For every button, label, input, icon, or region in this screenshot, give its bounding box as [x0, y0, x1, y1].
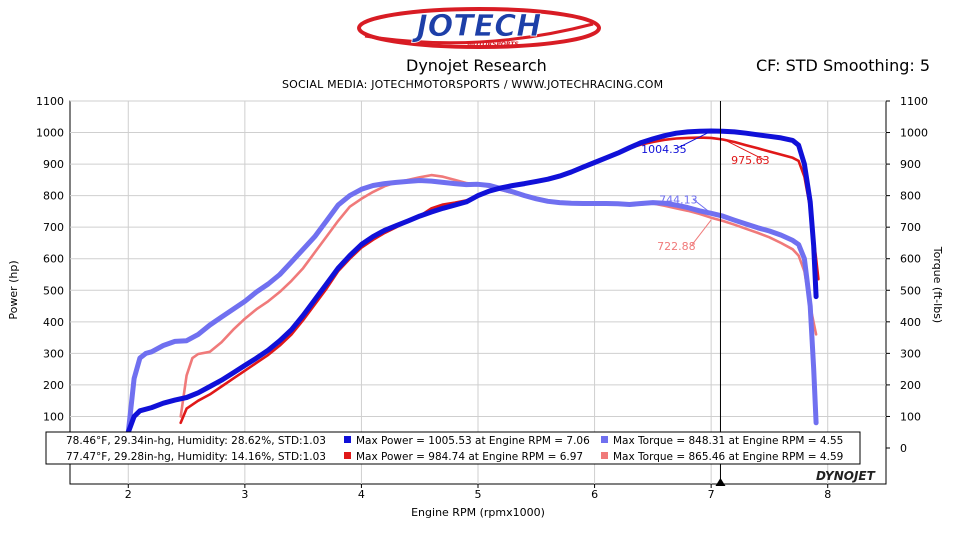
x-tick-label: 6 [591, 488, 598, 501]
y-tick-label-left: 200 [43, 379, 64, 392]
cursor-value-torque1: 744.13 [659, 193, 698, 206]
y-tick-label-right: 400 [900, 316, 921, 329]
y-tick-label-right: 500 [900, 284, 921, 297]
y-tick-label-right: 1000 [900, 127, 928, 140]
cursor-value-power1: 1004.35 [641, 143, 687, 156]
correction-factor-label: CF: STD Smoothing: 5 [756, 56, 931, 75]
y-tick-label-left: 1000 [36, 127, 64, 140]
y-tick-label-left: 700 [43, 221, 64, 234]
rpm-cursor-marker [715, 478, 726, 486]
legend: 78.46°F, 29.34in-hg, Humidity: 28.62%, S… [45, 431, 861, 465]
cursor-leader-power2 [724, 139, 766, 161]
y-axis-label-left: Power (hp) [7, 260, 20, 319]
y-tick-label-right: 600 [900, 253, 921, 266]
legend-swatch-torque2 [601, 452, 608, 459]
y-tick-label-left: 400 [43, 316, 64, 329]
series-line-torque1 [125, 178, 819, 435]
y-tick-label-left: 900 [43, 158, 64, 171]
jotech-logo: JOTECH MOTORSPORTS [357, 7, 601, 49]
legend-swatch-power2 [344, 452, 351, 459]
x-tick-label: 4 [358, 488, 365, 501]
legend-conditions-run1: 78.46°F, 29.34in-hg, Humidity: 28.62%, S… [66, 435, 326, 447]
legend-swatch-power1 [344, 436, 351, 443]
y-tick-label-right: 100 [900, 410, 921, 423]
y-tick-label-right: 1100 [900, 95, 928, 108]
legend-swatch-torque1 [601, 436, 608, 443]
y-tick-label-left: 600 [43, 253, 64, 266]
y-tick-label-left: 300 [43, 347, 64, 360]
cursor-value-power2: 975.63 [731, 154, 770, 167]
series-line-power1 [125, 128, 819, 435]
y-tick-label-left: 800 [43, 190, 64, 203]
logo-subtext: MOTORSPORTS [467, 41, 518, 48]
social-media-line: SOCIAL MEDIA: JOTECHMOTORSPORTS / WWW.JO… [282, 78, 664, 91]
y-tick-label-left: 100 [43, 410, 64, 423]
cursor-labels: 1004.35 975.63 744.13 722.88 [641, 130, 770, 253]
y-tick-label-right: 300 [900, 347, 921, 360]
legend-torque-run1: Max Torque = 848.31 at Engine RPM = 4.55 [613, 435, 843, 447]
cursor-value-torque2: 722.88 [657, 240, 696, 253]
x-tick-label: 8 [824, 488, 831, 501]
y-tick-label-left: 1100 [36, 95, 64, 108]
tick-labels: 2 3 4 5 6 7 8100200300400500600700800900100011… [36, 95, 928, 501]
x-tick-label: 5 [475, 488, 482, 501]
cursor-leader-torque2 [690, 219, 712, 247]
y-tick-label-right: 0 [900, 442, 907, 455]
y-tick-label-right: 900 [900, 158, 921, 171]
logo-wordmark: JOTECH [412, 9, 542, 44]
y-tick-label-right: 200 [900, 379, 921, 392]
dynojet-watermark: DYNOJET [816, 469, 876, 483]
legend-torque-run2: Max Torque = 865.46 at Engine RPM = 4.59 [613, 451, 843, 463]
cursor-leader-torque1 [692, 198, 712, 214]
legend-box [45, 431, 861, 465]
legend-power-run2: Max Power = 984.74 at Engine RPM = 6.97 [356, 451, 583, 463]
x-tick-label: 2 [125, 488, 132, 501]
y-axis-label-right: Torque (ft-lbs) [931, 246, 944, 323]
page-title: Dynojet Research [406, 56, 547, 75]
x-tick-label: 3 [241, 488, 248, 501]
cursor-leader-power1 [674, 130, 712, 150]
legend-power-run1: Max Power = 1005.53 at Engine RPM = 7.06 [356, 435, 590, 447]
x-tick-label: 7 [708, 488, 715, 501]
legend-conditions-run2: 77.47°F, 29.28in-hg, Humidity: 14.16%, S… [66, 451, 326, 463]
series-layer [125, 101, 820, 486]
y-tick-label-right: 700 [900, 221, 921, 234]
y-tick-label-right: 800 [900, 190, 921, 203]
y-tick-label-left: 500 [43, 284, 64, 297]
x-axis-label: Engine RPM (rpmx1000) [411, 506, 545, 519]
